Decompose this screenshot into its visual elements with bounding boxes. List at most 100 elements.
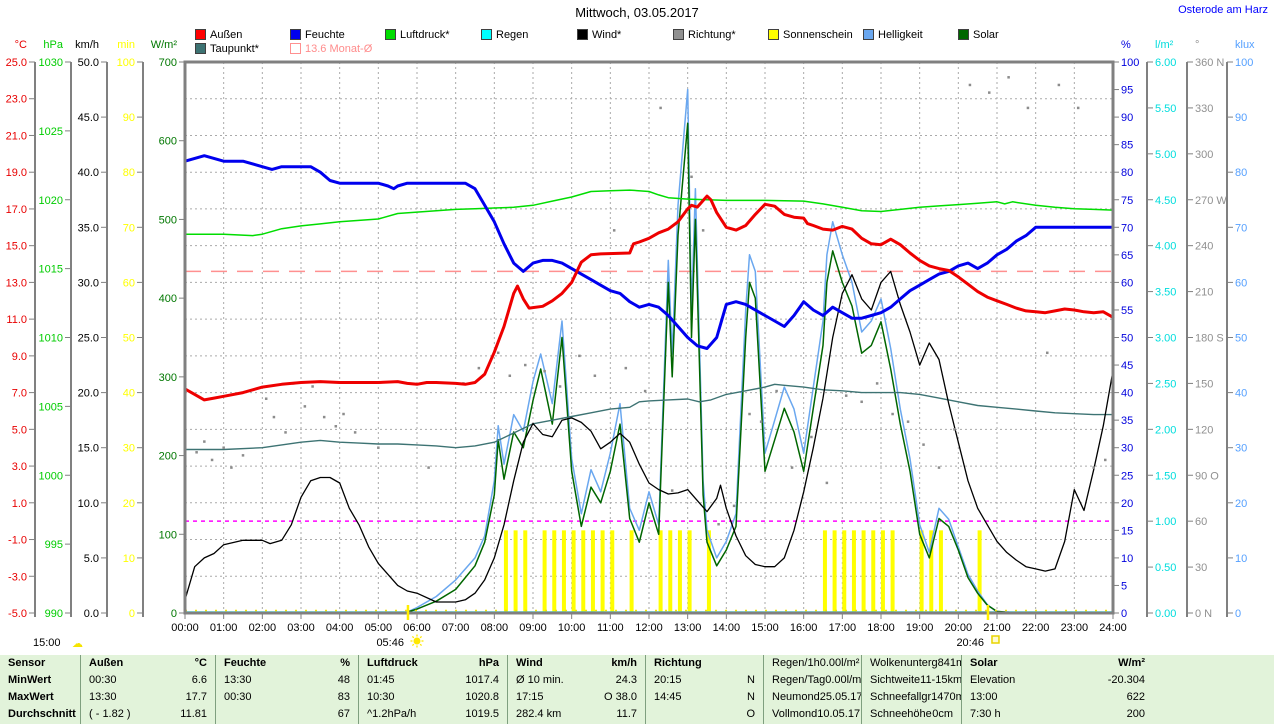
axis-tick-label-deg: 180 S	[1195, 333, 1224, 345]
axis-tick-label-temp: -5.0	[8, 608, 27, 620]
stats-cell-key: 00:30	[224, 691, 252, 703]
axis-tick-label-pct: 95	[1121, 85, 1133, 97]
series-richtung-dot	[1007, 76, 1010, 79]
axis-tick-label-temp: 21.0	[6, 130, 27, 142]
series-sonnenschein-bar	[822, 530, 827, 613]
axis-tick-label-lm2: 4.50	[1155, 195, 1176, 207]
table-row: 01:45 1017.4	[359, 672, 507, 689]
table-row: 13:00 622	[962, 689, 1153, 706]
series-sonnenschein-bar	[919, 530, 924, 613]
stats-cell-key: Regen/Tag	[772, 674, 826, 686]
axis-tick-label-klux: 80	[1235, 167, 1247, 179]
monat-avg-swatch-icon	[290, 43, 301, 54]
series-sonnenschein-bar	[929, 530, 934, 613]
stats-cell-key: 14:45	[654, 691, 682, 703]
stats-col-Wind: Wind km/h Ø 10 min. 24.3 17:15 O 38.0 282.4 km…	[507, 655, 645, 724]
series-sonnenschein-bar	[571, 530, 576, 613]
series-sonnenschein-bar	[861, 530, 866, 613]
axis-unit-wm2: W/m²	[151, 39, 178, 51]
series-richtung-dot	[353, 431, 357, 434]
series-sonnenschein-bar	[890, 530, 895, 613]
series-richtung-dot	[968, 83, 972, 87]
table-row: Neumond 25.05.17	[764, 689, 861, 706]
stats-cell-key: Außen	[89, 657, 124, 669]
series-sonnenschein-bar	[871, 530, 876, 613]
axis-tick-label-lm2: 0.50	[1155, 562, 1176, 574]
stats-cell-key: Elevation	[970, 674, 1016, 686]
series-richtung-dot	[790, 466, 794, 469]
stats-cell-value: %	[340, 657, 350, 669]
stats-cell-key: 20:15	[654, 674, 682, 686]
sunset-time: 20:46	[956, 637, 984, 649]
x-axis-label: 05:00	[365, 622, 393, 634]
axis-tick-label-wm2: 0	[171, 608, 177, 620]
series-sonnenschein-bar	[668, 530, 673, 613]
axis-tick-label-min: 60	[123, 277, 135, 289]
stats-cell-value: 1470m	[931, 691, 961, 703]
stats-col-Richtung: Richtung 20:15 N 14:45 N O	[645, 655, 763, 724]
axis-tick-label-lm2: 3.00	[1155, 333, 1176, 345]
series-richtung-dot	[272, 415, 276, 419]
series-richtung-dot	[342, 412, 345, 416]
table-row: 00:30 83	[216, 689, 358, 706]
axis-tick-label-kmh: 0.0	[84, 608, 99, 620]
stats-row-label: Durchschnitt	[8, 708, 76, 720]
axis-tick-label-hpa: 1025	[39, 126, 63, 138]
series-sonnenschein-bar	[523, 530, 528, 613]
axis-tick-label-pct: 30	[1121, 443, 1133, 455]
series-wind	[184, 270, 1114, 603]
axis-tick-label-pct: 80	[1121, 167, 1133, 179]
stats-cell-key: Vollmond	[772, 708, 818, 720]
axis-tick-label-pct: 0	[1121, 608, 1127, 620]
axis-tick-label-kmh: 45.0	[78, 112, 99, 124]
legend-label-solar: Solar	[973, 28, 999, 41]
axis-tick-label-deg: 120	[1195, 424, 1213, 436]
axis-tick-label-deg: 270 W	[1195, 195, 1227, 207]
series-richtung-dot	[1104, 458, 1107, 462]
legend-label-aussen: Außen	[210, 28, 243, 41]
series-richtung-dot	[322, 415, 326, 419]
richtung-swatch-icon	[673, 29, 684, 40]
legend-item-aussen: Außen	[195, 28, 242, 41]
stats-cell-value: 1017.4	[465, 674, 499, 686]
axis-tick-label-pct: 25	[1121, 470, 1133, 482]
axis-unit-lm2: l/m²	[1155, 39, 1174, 51]
series-richtung-dot	[906, 420, 910, 423]
axis-tick-label-deg: 330	[1195, 103, 1213, 115]
axis-tick-label-deg: 60	[1195, 516, 1207, 528]
series-richtung-dot	[230, 466, 233, 469]
axis-tick-label-pct: 65	[1121, 250, 1133, 262]
stats-cell-value: 0cm	[932, 708, 953, 720]
series-richtung-dot	[825, 481, 829, 485]
series-richtung-dot	[937, 466, 941, 469]
legend-item-helligkeit: Helligkeit	[863, 28, 923, 41]
series-richtung-dot	[303, 405, 307, 408]
legend-label-taupunkt: Taupunkt*	[210, 42, 259, 55]
stats-cell-value: 1020.8	[465, 691, 499, 703]
axis-tick-label-temp: 5.0	[12, 424, 27, 436]
axis-tick-label-klux: 40	[1235, 388, 1247, 400]
series-richtung-dot	[988, 91, 991, 94]
axis-tick-label-pct: 50	[1121, 333, 1133, 345]
series-sonnenschein-bar	[513, 530, 518, 613]
legend-item-monat-avg: 13.6 Monat-Ø	[290, 42, 372, 55]
series-sonnenschein-bar	[552, 530, 557, 613]
axis-tick-label-pct: 55	[1121, 305, 1133, 317]
legend-label-wind: Wind*	[592, 28, 622, 41]
series-richtung-dot	[759, 420, 763, 423]
stats-cell-value: O	[746, 708, 755, 720]
axis-tick-label-klux: 60	[1235, 277, 1247, 289]
series-sonnenschein-bar	[600, 530, 605, 613]
axis-tick-label-min: 0	[129, 608, 135, 620]
series-richtung-dot	[659, 106, 662, 110]
axis-tick-label-wm2: 500	[159, 214, 177, 226]
table-row: Vollmond 10.05.17	[764, 706, 861, 723]
stats-cell-key: 282.4 km	[516, 708, 562, 720]
stats-cell-value: 10.05.17	[817, 708, 861, 720]
axis-tick-label-wm2: 300	[159, 372, 177, 384]
axis-tick-label-temp: 3.0	[12, 461, 27, 473]
helligkeit-swatch-icon	[863, 29, 874, 40]
axis-unit-min: min	[117, 39, 135, 51]
series-sonnenschein-bar	[629, 530, 634, 613]
